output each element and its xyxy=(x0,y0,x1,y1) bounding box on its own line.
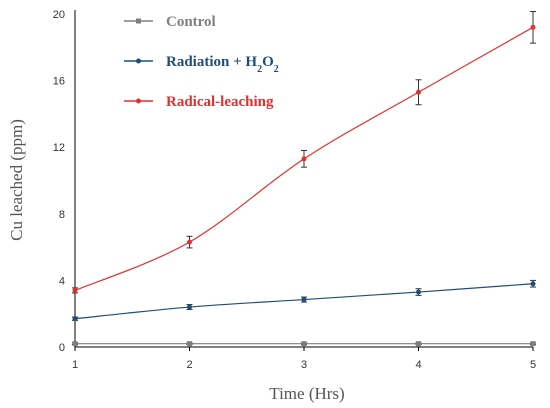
x-axis-title: Time (Hrs) xyxy=(269,384,344,403)
legend-marker xyxy=(136,98,141,104)
x-tick-label: 3 xyxy=(301,359,307,371)
data-point xyxy=(416,89,421,95)
x-tick-label: 5 xyxy=(530,359,536,371)
legend-label-part: O xyxy=(262,54,274,70)
data-point xyxy=(416,289,421,295)
x-tick-label: 1 xyxy=(72,359,78,371)
y-tick-label: 4 xyxy=(59,275,65,287)
data-point xyxy=(72,316,78,322)
legend-label: Control xyxy=(166,14,216,30)
data-point xyxy=(72,341,78,347)
legend-marker xyxy=(136,58,141,64)
y-tick-label: 12 xyxy=(53,142,65,154)
y-tick-label: 20 xyxy=(53,9,65,21)
data-point xyxy=(301,297,307,303)
data-point xyxy=(187,341,192,347)
legend-label-part: 2 xyxy=(274,64,279,75)
series-layer xyxy=(72,11,536,347)
data-point xyxy=(530,24,536,30)
legend-label: Radical-leaching xyxy=(166,94,274,110)
series-0 xyxy=(72,341,536,347)
y-tick-label: 8 xyxy=(59,209,65,221)
legend-item: Control xyxy=(124,14,216,30)
legend-label: Radiation + H2O2 xyxy=(166,54,279,75)
series-1 xyxy=(72,279,536,322)
legend-item: Radical-leaching xyxy=(124,94,274,110)
data-point xyxy=(72,287,78,293)
data-point xyxy=(301,341,307,347)
data-point xyxy=(530,341,536,347)
legend-label-part: Control xyxy=(166,14,216,30)
series-2 xyxy=(72,11,536,294)
legend-label-part: 2 xyxy=(257,64,262,75)
y-tick-label: 0 xyxy=(59,342,65,354)
data-point xyxy=(530,281,536,287)
data-point xyxy=(187,239,192,245)
legend-item: Radiation + H2O2 xyxy=(124,54,279,75)
x-tick-label: 2 xyxy=(186,359,192,371)
data-point xyxy=(301,156,307,162)
data-point xyxy=(416,341,421,347)
y-tick-label: 16 xyxy=(53,76,65,88)
legend-label-part: Radical-leaching xyxy=(166,94,274,110)
x-tick-label: 4 xyxy=(415,359,421,371)
y-axis-title: Cu leached (ppm) xyxy=(7,119,26,241)
data-point xyxy=(187,304,192,310)
legend-label-part: Radiation + H xyxy=(166,54,257,70)
legend-marker xyxy=(136,18,141,24)
